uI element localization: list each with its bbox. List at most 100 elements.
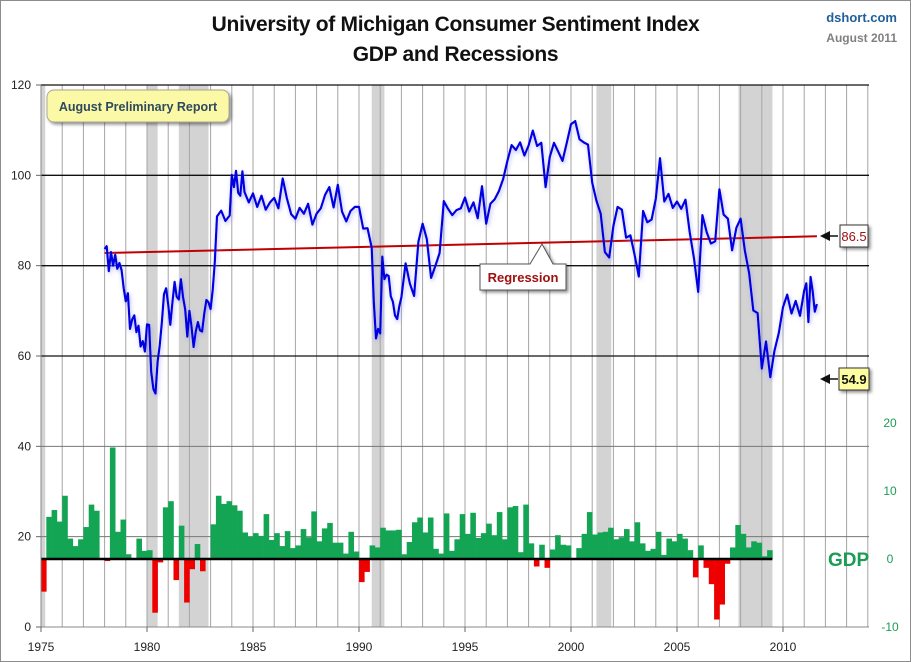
gdp-bar [719,559,725,605]
gdp-bar [374,547,381,559]
gdp-bar [41,559,47,592]
regression-line [104,235,817,255]
gdp-bar [586,512,593,559]
gdp-bar [279,546,286,559]
x-tick-label: 1975 [28,640,55,654]
gdp-bar [120,519,127,559]
gdp-bar [618,537,625,559]
latest-value-box [838,367,870,391]
gdp-bar [677,533,683,559]
gdp-bar [189,559,195,570]
gdp-bar [396,529,402,559]
gdp-bar [592,534,598,559]
gdp-bars [41,447,773,620]
gdp-bar [157,559,164,563]
gdp-bar [348,531,354,559]
gdp-bar [613,539,619,559]
gdp-bar [215,495,222,559]
gdp-bar [639,543,646,559]
regression-arrow-icon [820,231,830,241]
gdp-bar [390,530,397,559]
gdp-bar [565,545,572,559]
gdp-bar [247,536,254,559]
gdp-bar [88,504,95,559]
gdp-bar [321,528,328,559]
gdp-bar [401,554,407,559]
gdp-bar [475,537,482,559]
gdp-bar [422,532,429,559]
x-tick-label: 1990 [346,640,373,654]
right-tick-label: 20 [883,416,897,430]
gdp-bar [528,543,535,559]
gdp-bar [173,559,180,581]
gdp-bar [682,538,688,559]
gdp-bar [454,539,460,559]
latest-arrow-icon [820,374,830,384]
x-tick-label: 1995 [452,640,479,654]
gdp-bar [380,527,386,559]
gdp-bar [724,559,731,564]
regression-label: Regression [488,270,559,285]
gdp-bar [231,505,238,559]
gdp-bar [412,522,418,559]
gdp-bar [300,529,307,559]
gdp-bar [730,547,736,559]
report-label: August Preliminary Report [59,100,218,114]
gdp-bar [226,501,233,559]
gdp-bar [496,512,503,559]
gdp-bar [258,535,264,559]
gdp-bar [385,530,392,559]
x-tick-label: 2010 [770,640,797,654]
gdp-bar [194,544,201,559]
gdp-bar [62,495,68,559]
gdp-bar [364,559,370,572]
gdp-bar [443,513,450,559]
gdp-bar [666,538,672,559]
gdp-bar [316,541,323,559]
gdp-bar [703,559,710,568]
gdp-bar [767,550,773,559]
gdp-bar [200,559,206,572]
x-tick-label: 1980 [134,640,161,654]
right-tick-label: 0 [887,552,894,566]
gdp-bar [353,551,360,559]
gdp-bar [162,507,169,559]
gdp-bar [184,559,190,603]
gdp-label: GDP [828,550,870,571]
gdp-bar [507,507,513,559]
series-lines [103,119,818,395]
gdp-bar [671,541,678,559]
chart-subtitle: GDP and Recessions [352,43,559,66]
gdp-bar [544,559,551,568]
gdp-bar [72,546,79,559]
gdp-bar [263,514,270,559]
regression-callout [479,242,567,291]
gdp-bar [745,547,752,559]
gdp-bar [687,550,694,559]
gdp-bar [708,559,715,585]
gdp-bar [560,544,566,559]
gdp-bar [337,542,344,559]
gdp-bar [655,531,662,559]
gdp-bar [459,514,466,559]
axes [36,84,869,632]
gdp-bar [343,553,349,559]
gdp-bar [94,510,100,559]
right-tick-label: 10 [883,484,897,498]
gdp-bar [581,533,588,559]
regression-value-box [839,224,869,248]
gdp-bar [502,539,508,559]
sentiment-line [103,119,818,395]
gdp-bar [518,552,524,559]
gdp-bar [417,517,423,559]
gdp-bar [576,548,582,559]
y-tick-label: 20 [18,530,32,544]
gdp-bar [714,559,720,620]
gdp-bar [756,542,763,559]
gdp-bar [512,505,519,559]
gdp-bar [645,550,651,559]
y-tick-label: 120 [11,78,31,92]
x-tick-label: 2000 [558,640,585,654]
gdp-bar [369,545,376,559]
